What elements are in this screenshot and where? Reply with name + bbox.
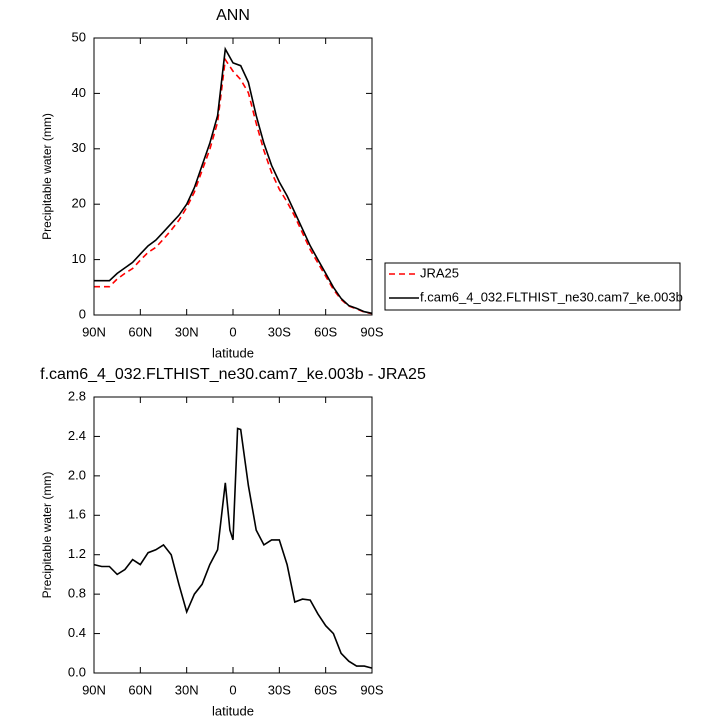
data-line xyxy=(93,427,373,669)
plot-frame xyxy=(93,37,373,316)
x-tick-label: 90S xyxy=(360,682,383,697)
x-tick-label: 90N xyxy=(82,324,106,339)
x-tick-label: 30S xyxy=(268,682,291,697)
y-tick-label: 30 xyxy=(72,140,86,155)
y-tick-label: 2.8 xyxy=(68,388,86,403)
y-tick-label: 0 xyxy=(79,306,86,321)
legend-box xyxy=(384,262,681,311)
data-line xyxy=(94,57,373,315)
data-line xyxy=(94,46,373,315)
x-tick-label: 30S xyxy=(268,324,291,339)
y-tick-label: 0.8 xyxy=(68,586,86,601)
y-axis-label: Precipitable water (mm) xyxy=(40,113,54,240)
x-tick-label: 60N xyxy=(128,324,152,339)
y-tick-label: 0.0 xyxy=(68,664,86,679)
y-tick-label: 50 xyxy=(72,29,86,44)
x-tick-label: 0 xyxy=(229,682,236,697)
x-axis-label: latitude xyxy=(212,345,254,360)
x-axis-label: latitude xyxy=(212,703,254,718)
x-tick-label: 60S xyxy=(314,682,337,697)
y-tick-label: 0.4 xyxy=(68,625,86,640)
y-tick-label: 10 xyxy=(72,251,86,266)
x-tick-label: 0 xyxy=(229,324,236,339)
y-tick-label: 2.4 xyxy=(68,428,86,443)
x-tick-label: 60N xyxy=(128,682,152,697)
legend-label: JRA25 xyxy=(420,265,459,280)
x-tick-label: 30N xyxy=(175,682,199,697)
chart-title: f.cam6_4_032.FLTHIST_ne30.cam7_ke.003b -… xyxy=(40,366,426,383)
y-axis-label: Precipitable water (mm) xyxy=(40,472,54,599)
y-tick-label: 20 xyxy=(72,196,86,211)
x-tick-label: 30N xyxy=(175,324,199,339)
y-tick-label: 2.0 xyxy=(68,467,86,482)
chart-title: ANN xyxy=(216,7,250,24)
y-tick-label: 1.6 xyxy=(68,507,86,522)
plot-frame xyxy=(93,396,373,674)
y-tick-label: 1.2 xyxy=(68,546,86,561)
x-tick-label: 60S xyxy=(314,324,337,339)
legend-label: f.cam6_4_032.FLTHIST_ne30.cam7_ke.003b xyxy=(420,289,683,304)
x-tick-label: 90N xyxy=(82,682,106,697)
x-tick-label: 90S xyxy=(360,324,383,339)
y-tick-label: 40 xyxy=(72,85,86,100)
